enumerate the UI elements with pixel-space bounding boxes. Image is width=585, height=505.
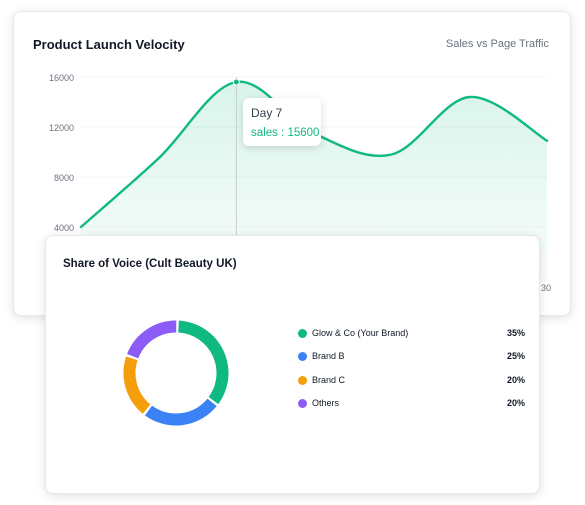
legend-label: Others xyxy=(312,397,340,408)
legend-color-dot xyxy=(298,352,307,362)
legend-color-dot xyxy=(298,375,307,385)
y-tick-label: 16000 xyxy=(49,73,74,83)
tooltip-series: sales xyxy=(251,127,278,139)
legend-color-dot xyxy=(298,398,307,408)
legend-label: Brand C xyxy=(312,374,346,385)
donut-slice[interactable] xyxy=(144,398,217,426)
legend-percentage: 25% xyxy=(506,351,525,362)
tooltip-value: sales : 15600 xyxy=(251,127,320,139)
legend-percentage: 20% xyxy=(506,397,525,408)
chart-tooltip: Day 7 sales : 15600 xyxy=(243,98,321,146)
legend-color-dot xyxy=(298,329,307,338)
y-tick-label: 12000 xyxy=(49,123,74,133)
donut-slice[interactable] xyxy=(177,320,229,405)
legend-item[interactable]: Brand C 20% xyxy=(298,375,525,398)
legend-item[interactable]: Others 20% xyxy=(298,398,525,421)
legend-label: Glow & Co (Your Brand) xyxy=(312,328,409,338)
highlight-data-point[interactable] xyxy=(232,78,240,86)
sov-legend: Glow & Co (Your Brand) 35% Brand B 25% Brand… xyxy=(298,328,525,421)
share-of-voice-card: Share of Voice (Cult Beauty UK) Glow & C… xyxy=(45,235,540,494)
legend-item[interactable]: Brand B 25% xyxy=(298,351,525,374)
legend-item[interactable]: Glow & Co (Your Brand) 35% xyxy=(298,328,525,351)
tooltip-number: 15600 xyxy=(287,127,320,139)
donut-slice[interactable] xyxy=(123,356,151,414)
tooltip-label: Day 7 xyxy=(251,106,283,120)
legend-percentage: 20% xyxy=(506,374,525,385)
y-tick-label: 8000 xyxy=(54,173,74,183)
sov-card-title: Share of Voice (Cult Beauty UK) xyxy=(63,258,237,270)
x-tick-label: 30 xyxy=(541,283,551,293)
velocity-card-subtitle: Sales vs Page Traffic xyxy=(445,38,549,50)
velocity-card-title: Product Launch Velocity xyxy=(33,37,185,52)
y-tick-label: 4000 xyxy=(54,223,74,233)
legend-percentage: 35% xyxy=(506,328,525,338)
legend-label: Brand B xyxy=(312,351,345,362)
share-of-voice-donut[interactable] xyxy=(121,318,231,428)
donut-slice[interactable] xyxy=(127,320,177,359)
